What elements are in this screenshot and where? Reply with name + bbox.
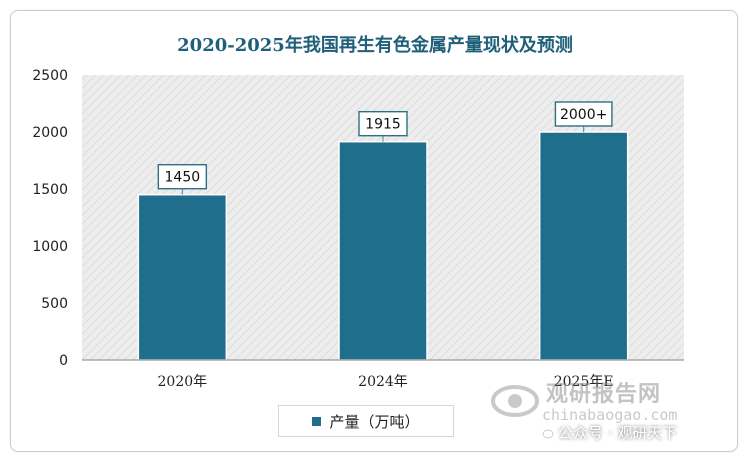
x-tick-label: 2025年E xyxy=(554,374,614,390)
legend-label: 产量（万吨） xyxy=(329,412,420,431)
data-label-box xyxy=(358,110,408,137)
legend: 产量（万吨） xyxy=(278,405,454,437)
y-tick-label: 2500 xyxy=(32,68,68,84)
bar xyxy=(538,131,629,361)
bar xyxy=(137,193,228,361)
y-tick-label: 2000 xyxy=(32,125,68,141)
data-label: 1450 xyxy=(165,170,201,186)
data-label-box xyxy=(157,163,208,190)
chart-title: 2020-2025年我国再生有色金属产量现状及预测 xyxy=(177,34,573,56)
legend-swatch xyxy=(312,416,322,426)
y-tick-label: 500 xyxy=(41,296,68,312)
data-label-box xyxy=(554,101,613,127)
y-tick-label: 1000 xyxy=(32,239,68,255)
y-axis: 0 500 1000 1500 2000 2500 xyxy=(32,68,68,369)
x-axis: 2020年 2024年 2025年E xyxy=(82,359,684,390)
y-tick-label: 0 xyxy=(59,353,68,369)
y-tick-label: 1500 xyxy=(32,182,68,198)
bar xyxy=(338,140,428,361)
x-tick-label: 2024年 xyxy=(358,374,408,390)
data-label: 2000+ xyxy=(560,107,607,123)
x-tick-label: 2020年 xyxy=(158,374,208,390)
data-label: 1915 xyxy=(365,117,401,133)
